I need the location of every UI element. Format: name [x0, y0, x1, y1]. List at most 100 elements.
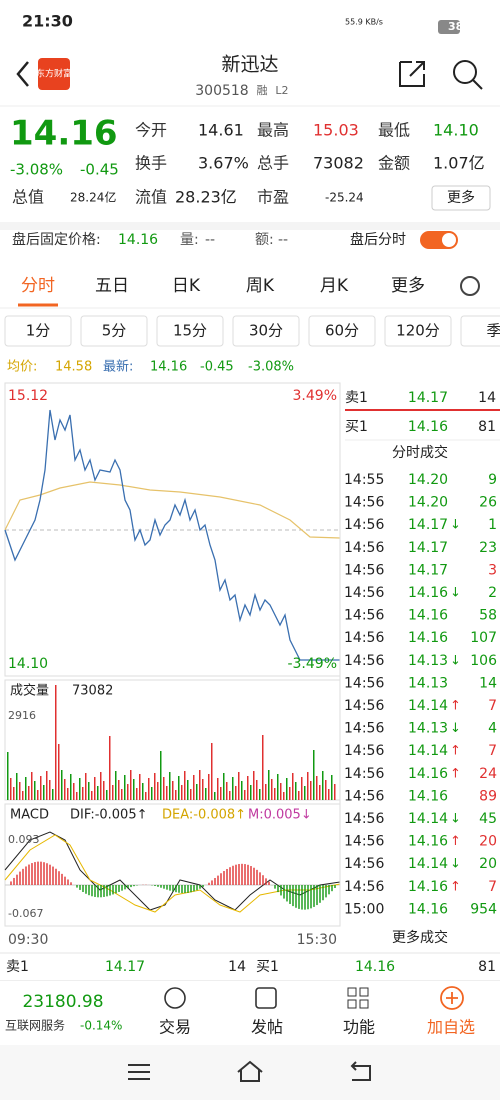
trades-title[interactable]: 分时成交: [392, 444, 448, 461]
trade-time: 14:56: [344, 743, 384, 759]
period[interactable]: 60分: [325, 322, 359, 340]
trade-price: 14.20: [408, 495, 448, 511]
period-button[interactable]: [232, 315, 300, 347]
period-button[interactable]: [460, 315, 500, 347]
volume-decor: [37, 790, 39, 800]
trade-vol: 7: [488, 879, 497, 895]
macd-decor: [94, 885, 96, 897]
macd-decor: [112, 885, 114, 895]
trade-time: 14:56: [344, 879, 384, 895]
macd-decor: [82, 885, 84, 893]
add-icon[interactable]: [440, 986, 464, 1010]
volume-decor: [241, 781, 243, 800]
period[interactable]: 1分: [26, 322, 51, 340]
trade-time: 14:56: [344, 562, 384, 578]
ah-toggle[interactable]: 盘后分时: [350, 231, 406, 248]
volume-decor: [70, 774, 72, 800]
tab[interactable]: 更多: [391, 276, 425, 296]
trade-vol: 20: [479, 834, 497, 850]
volume-decor: [31, 772, 33, 800]
menu-button[interactable]: [128, 1064, 150, 1080]
trade-arrow: ↓: [450, 518, 461, 533]
macd-decor: [166, 885, 168, 890]
period[interactable]: 15分: [173, 322, 207, 340]
more-label[interactable]: 更多: [447, 189, 475, 206]
macd-decor: [259, 872, 261, 885]
search-icon[interactable]: [453, 60, 477, 84]
more-trades[interactable]: 更多成交: [392, 929, 448, 946]
post-icon[interactable]: [255, 987, 277, 1009]
field-label: 总手: [257, 154, 289, 173]
tab[interactable]: 周K: [246, 276, 275, 296]
nav-item[interactable]: 功能: [343, 1018, 375, 1037]
volume-decor: [136, 788, 138, 800]
trade-time: 14:56: [344, 630, 384, 646]
macd-decor: [208, 882, 210, 885]
nav-item[interactable]: 发帖: [251, 1018, 283, 1037]
trade-price: 14.16: [408, 766, 448, 782]
avg: 14.58: [55, 360, 92, 375]
field-label: 市盈: [257, 188, 289, 207]
tab[interactable]: 月K: [320, 276, 349, 296]
macd-decor: [277, 885, 279, 893]
volume-decor: [55, 685, 57, 800]
period-button[interactable]: [156, 315, 224, 347]
period-button[interactable]: [4, 315, 72, 347]
back-button[interactable]: [350, 1061, 371, 1081]
volume-decor: [124, 775, 126, 800]
more-button[interactable]: [431, 185, 491, 211]
trade-vol: 3: [488, 562, 497, 578]
dif: DIF:-0.005↑: [70, 808, 148, 823]
period-button[interactable]: [308, 315, 376, 347]
period[interactable]: 30分: [249, 322, 283, 340]
macd-decor: [319, 885, 321, 903]
home-button[interactable]: [237, 1060, 263, 1082]
trade-price: 14.14: [408, 698, 448, 714]
macd-decor: [61, 873, 63, 885]
func-icon[interactable]: [347, 987, 357, 997]
divider: [0, 980, 500, 981]
macd-decor: [103, 885, 105, 897]
tab[interactable]: 日K: [172, 276, 201, 296]
trade-vol: 9: [488, 472, 497, 488]
trade-arrow: ↓: [450, 721, 461, 736]
nav-item[interactable]: 交易: [159, 1018, 191, 1037]
period-button[interactable]: [384, 315, 452, 347]
period[interactable]: 5分: [102, 322, 127, 340]
macd-decor: [106, 885, 108, 897]
change-pct: -3.08%: [10, 161, 63, 179]
last-label: 最新:: [103, 359, 133, 375]
volume-decor: [73, 783, 75, 800]
trade-price: 14.14: [408, 811, 448, 827]
settings-icon[interactable]: [460, 276, 480, 296]
macd-decor: [19, 871, 21, 885]
macd-decor: [178, 885, 180, 893]
trade-icon[interactable]: [164, 987, 186, 1009]
trade-time: 14:56: [344, 495, 384, 511]
volume-decor: [253, 771, 255, 800]
macd-decor: [55, 868, 57, 885]
period-button[interactable]: [80, 315, 148, 347]
volume-decor: [148, 778, 150, 800]
tab[interactable]: 分时: [21, 276, 55, 296]
macd-decor: [160, 885, 162, 888]
volume-decor: [283, 792, 285, 800]
volume-decor: [265, 784, 267, 800]
book-price: 14.17: [408, 390, 448, 406]
nav-item[interactable]: 加自选: [427, 1018, 475, 1037]
period[interactable]: 季: [486, 322, 500, 340]
volume-decor: [58, 744, 60, 800]
macd-label[interactable]: MACD: [10, 808, 49, 823]
period[interactable]: 120分: [396, 322, 440, 340]
macd-decor: [292, 885, 294, 907]
index-value[interactable]: 23180.98: [22, 992, 103, 1012]
volume-decor: [103, 781, 105, 800]
share-icon[interactable]: [399, 61, 425, 87]
back-icon[interactable]: [16, 61, 29, 87]
field-label: 换手: [135, 154, 167, 173]
volume-decor: [49, 780, 51, 800]
volume-decor: [217, 778, 219, 800]
volume-decor: [118, 780, 120, 800]
y-bottom-pct: -3.49%: [287, 656, 337, 672]
tab[interactable]: 五日: [95, 276, 129, 296]
